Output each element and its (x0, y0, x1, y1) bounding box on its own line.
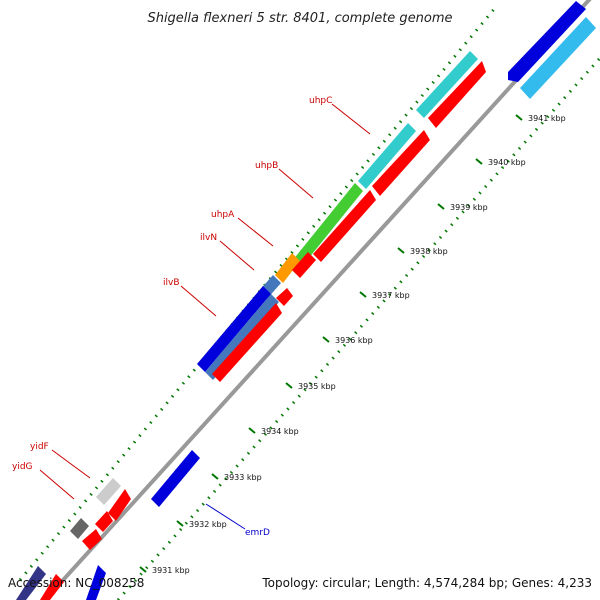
tick-label: 3932 kbp (189, 520, 227, 529)
tick-label: 3941 kbp (528, 114, 566, 123)
inner-tick-ring (116, 57, 600, 600)
callout-ilvB (180, 285, 217, 317)
gene-label[interactable]: uhpA (211, 210, 235, 220)
genome-summary-text: Topology: circular; Length: 4,574,284 bp… (261, 576, 592, 590)
gene-feature-red-ilvN[interactable] (276, 288, 293, 306)
tick-mark (515, 114, 523, 121)
callout-uhpC (331, 103, 371, 135)
gene-label[interactable]: emrD (245, 528, 270, 538)
tick-mark (139, 566, 147, 573)
tick-label: 3931 kbp (152, 566, 190, 575)
gene-uhpA-feature[interactable] (275, 253, 300, 283)
tick-label: 3935 kbp (298, 382, 336, 391)
major-ticks (139, 114, 523, 573)
tick-label: 3939 kbp (450, 203, 488, 212)
gene-feature-red-uhpA[interactable] (292, 252, 316, 278)
tick-mark (437, 203, 445, 210)
accession-text: Accession: NC_008258 (8, 576, 144, 590)
gene-feature-bottom-blue[interactable] (86, 565, 106, 600)
tick-mark (397, 247, 405, 254)
gene-label[interactable]: yidG (12, 462, 33, 472)
gene-feature-red-yidG2[interactable] (82, 529, 102, 550)
callout-emrD (205, 503, 246, 530)
gene-yidG-feature[interactable] (70, 518, 89, 539)
callout-yidF (51, 449, 91, 479)
tick-label: 3937 kbp (372, 291, 410, 300)
gene-uhpC2-feature[interactable] (358, 123, 416, 189)
gene-ilvB-feature-steel[interactable] (205, 294, 279, 380)
tick-mark (359, 291, 367, 298)
gene-label[interactable]: uhpC (309, 96, 332, 106)
gene-ilvB-feature-blue[interactable] (197, 286, 271, 372)
gene-emrD-feature[interactable] (151, 450, 200, 507)
callout-uhpA (237, 217, 274, 247)
gene-feature-bottom-navy[interactable] (16, 566, 46, 600)
gene-feature-lightblue-top[interactable] (520, 17, 596, 99)
gene-labels: uhpC uhpB uhpA ilvN ilvB yidF yidG emrD (12, 96, 332, 538)
tick-mark (322, 336, 330, 343)
gene-feature-red-uhpB[interactable] (313, 190, 376, 262)
gene-features (16, 1, 596, 600)
tick-mark (248, 427, 256, 434)
tick-mark (475, 158, 483, 165)
tick-label: 3934 kbp (261, 427, 299, 436)
tick-label: 3933 kbp (224, 473, 262, 482)
gene-label[interactable]: yidF (30, 442, 49, 452)
gene-label[interactable]: uhpB (255, 161, 278, 171)
callout-yidG (39, 469, 75, 500)
gene-feature-blue-top[interactable] (508, 1, 586, 82)
tick-mark (176, 520, 184, 527)
gene-feature-red-uhpC2[interactable] (372, 130, 430, 196)
tick-label: 3938 kbp (410, 247, 448, 256)
callout-ilvN (219, 240, 255, 271)
gene-label[interactable]: ilvN (200, 233, 217, 243)
callout-uhpB (278, 168, 314, 199)
inner-dotted-line (116, 57, 600, 600)
tick-mark (211, 473, 219, 480)
gene-feature-red-ilvB[interactable] (212, 303, 282, 382)
tick-label: 3936 kbp (335, 336, 373, 345)
gene-feature-red-yidF[interactable] (108, 489, 131, 521)
gene-yidF-feature[interactable] (96, 478, 121, 505)
backbone-line (43, 0, 592, 600)
tick-labels: 3931 kbp 3932 kbp 3933 kbp 3934 kbp 3935… (152, 114, 566, 575)
gene-uhpB-feature[interactable] (288, 183, 363, 274)
gene-label-callouts (39, 103, 371, 530)
tick-label: 3940 kbp (488, 158, 526, 167)
gene-uhpC-feature[interactable] (416, 51, 478, 118)
tick-mark (285, 382, 293, 389)
gene-label[interactable]: ilvB (163, 278, 180, 288)
map-title: Shigella flexneri 5 str. 8401, complete … (147, 11, 452, 26)
gene-feature-red-yidG1[interactable] (95, 511, 113, 532)
gene-feature-red-uhpC[interactable] (428, 61, 486, 128)
gene-feature-red-bottom[interactable] (40, 574, 64, 600)
